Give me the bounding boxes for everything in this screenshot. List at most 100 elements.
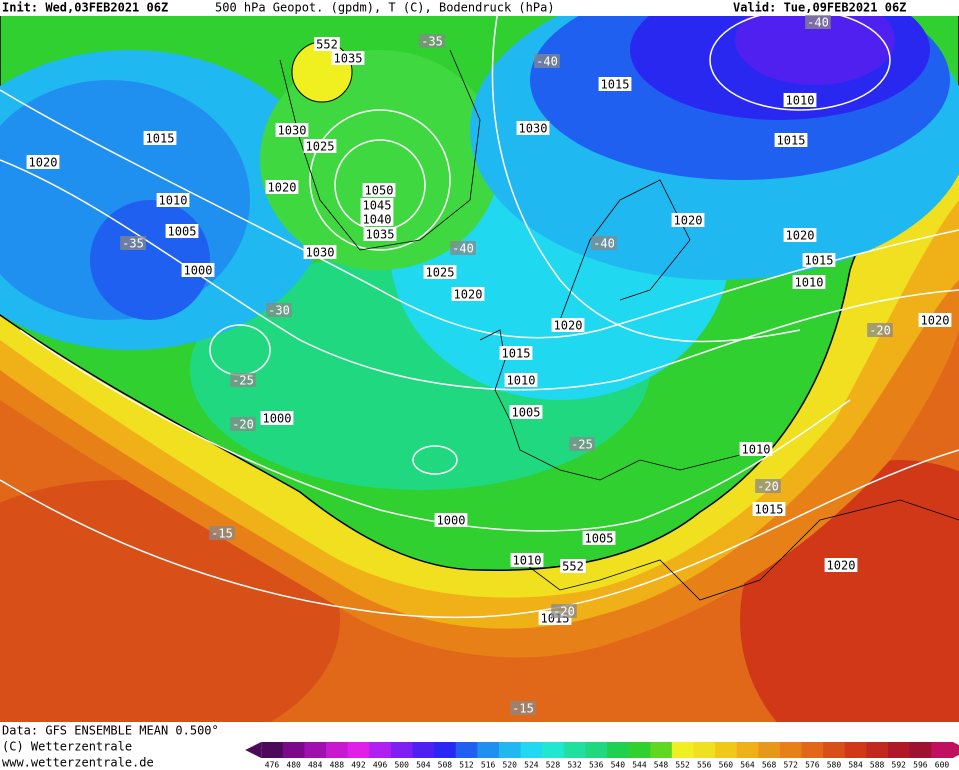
isobar-label-box xyxy=(499,346,533,360)
temperature-label: -40 xyxy=(452,242,474,256)
colorbar-swatch xyxy=(282,742,305,758)
temperature-label-box xyxy=(510,701,536,715)
colorbar: 476 480 484 488 492 496 500 504 508 512 516 520 524 5… xyxy=(245,742,959,770)
temperature-label-box xyxy=(450,241,476,255)
isobar-label-box xyxy=(739,442,773,456)
colorbar-label: 520 xyxy=(503,761,518,770)
colorbar-swatch xyxy=(628,742,651,758)
colorbar-label: 556 xyxy=(697,761,712,770)
isobar xyxy=(0,89,959,339)
isobar-label-box xyxy=(143,131,177,145)
colorbar-label: 516 xyxy=(481,761,496,770)
isobar-label: 1000 xyxy=(184,264,213,278)
isobar-label: 1010 xyxy=(742,443,771,457)
temperature-label: -25 xyxy=(232,374,254,388)
isobar-label: 1010 xyxy=(159,194,188,208)
isobar-label: 1010 xyxy=(507,374,536,388)
colorbar-label: 592 xyxy=(892,761,907,770)
isobar-label-box xyxy=(752,502,786,516)
isobar-label-box xyxy=(260,411,294,425)
isobar-label: 1030 xyxy=(519,122,548,136)
colorbar-swatch xyxy=(801,742,824,758)
colorbar-label: 480 xyxy=(286,761,301,770)
isobar-label: 1015 xyxy=(146,132,175,146)
colorbar-label: 512 xyxy=(459,761,474,770)
isobar xyxy=(0,159,959,391)
isobar-label: 1015 xyxy=(777,134,806,148)
temperature-label: -20 xyxy=(757,480,779,494)
isobar-label: 1000 xyxy=(263,412,292,426)
isobars xyxy=(0,0,959,619)
isobar-label: 1005 xyxy=(512,406,541,420)
isobar-label: 1020 xyxy=(268,181,297,195)
colorbar-label: 476 xyxy=(265,761,280,770)
isobar-label-box xyxy=(434,513,468,527)
colorbar-swatch xyxy=(758,742,781,758)
colorbar-label: 508 xyxy=(438,761,453,770)
colorbar-swatch xyxy=(736,742,759,758)
isobar-label-box xyxy=(783,228,817,242)
isobar-label-box xyxy=(582,531,616,545)
colorbar-swatch xyxy=(304,742,327,758)
init-time: Init: Wed,03FEB2021 06Z xyxy=(2,1,168,15)
temperature-label: -40 xyxy=(536,55,558,69)
isobar-label-box xyxy=(423,265,457,279)
isobar-label-box xyxy=(181,263,215,277)
isobar-label-box xyxy=(363,227,397,241)
colorbar-swatch xyxy=(779,742,803,758)
isobar-label-box xyxy=(510,553,544,567)
temperature-label: -35 xyxy=(421,35,443,49)
isobar xyxy=(309,109,451,251)
coastline xyxy=(519,499,959,601)
isobar xyxy=(412,445,458,475)
colorbar-swatch xyxy=(390,742,413,758)
temperature-label-box xyxy=(867,323,893,337)
isobar-label: 1015 xyxy=(805,254,834,268)
colorbar-swatch xyxy=(887,742,911,758)
isobar-label-box xyxy=(360,212,394,226)
isobar-label-box xyxy=(362,183,396,197)
colorbar-swatch xyxy=(434,742,457,758)
isobar-label: 1035 xyxy=(366,228,395,242)
isobar-label-box xyxy=(26,155,60,169)
colorbar-label: 548 xyxy=(654,761,669,770)
colorbar-label: 532 xyxy=(567,761,582,770)
colorbar-label: 564 xyxy=(740,761,755,770)
isobar-label: 1010 xyxy=(795,276,824,290)
colorbar-swatch xyxy=(650,742,673,758)
labels: 5525521035101510101015103010251030101510… xyxy=(26,15,952,716)
isobar-label: 1020 xyxy=(921,314,950,328)
isobar-label-box xyxy=(516,121,550,135)
isobar-label: 1015 xyxy=(502,347,531,361)
isobar-label: 1010 xyxy=(513,554,542,568)
isobar-label: 1020 xyxy=(827,559,856,573)
temperature-label-box xyxy=(120,236,146,250)
isobar xyxy=(491,0,801,343)
colorbar-swatch xyxy=(844,742,867,758)
temperature-label-box xyxy=(419,34,445,48)
isobar-label-box xyxy=(303,139,337,153)
colorbar-label: 588 xyxy=(870,761,885,770)
colorbar-label: 584 xyxy=(848,761,863,770)
colorbar-label: 524 xyxy=(524,761,539,770)
colorbar-label: 572 xyxy=(783,761,798,770)
colorbar-swatch xyxy=(671,742,694,758)
temperature-label-box xyxy=(230,417,256,431)
colorbar-swatch xyxy=(412,742,435,758)
colorbar-swatch xyxy=(542,742,565,758)
temperature-label-box xyxy=(534,54,560,68)
colorbar-swatch xyxy=(931,742,954,758)
colorbar-swatch xyxy=(715,742,738,758)
temperature-label-box xyxy=(209,526,235,540)
colorbar-label: 568 xyxy=(762,761,777,770)
colorbar-swatch xyxy=(693,742,716,758)
colorbar-swatch xyxy=(563,742,586,758)
colorbar-label: 580 xyxy=(827,761,842,770)
colorbar-label: 492 xyxy=(351,761,366,770)
colorbar-swatch xyxy=(455,742,478,758)
colorbar-label: 576 xyxy=(805,761,820,770)
isobar-label: 1020 xyxy=(786,229,815,243)
colorbar-label: 500 xyxy=(394,761,409,770)
colorbar-label: 488 xyxy=(330,761,345,770)
